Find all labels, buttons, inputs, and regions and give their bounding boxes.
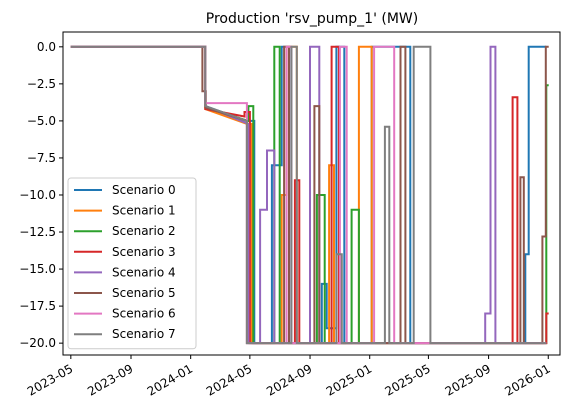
y-tick-label: −17.5 (19, 299, 56, 313)
legend-label-0: Scenario 0 (112, 183, 176, 197)
legend-label-7: Scenario 7 (112, 327, 176, 341)
series-line-7 (70, 45, 547, 345)
legend-label-1: Scenario 1 (112, 204, 176, 218)
y-tick-label: −20.0 (19, 336, 56, 350)
legend-box (67, 177, 197, 350)
legend-label-6: Scenario 6 (112, 307, 176, 321)
y-tick-label: −7.5 (27, 151, 56, 165)
y-axis: 0.0 −2.5 −5.0 −7.5 −10.0 −12.5 −15.0 −17.5 −20.0 (19, 40, 63, 350)
y-tick-label: −2.5 (27, 77, 56, 91)
y-tick-label: −5.0 (27, 114, 56, 128)
series-layer (70, 45, 549, 345)
plot-frame (62, 31, 561, 356)
legend-label-3: Scenario 3 (112, 245, 176, 259)
y-tick-label: −15.0 (19, 262, 56, 276)
legend-label-2: Scenario 2 (112, 224, 176, 238)
y-tick-label: 0.0 (37, 40, 56, 54)
legend-label-5: Scenario 5 (112, 286, 176, 300)
legend-label-4: Scenario 4 (112, 265, 176, 279)
legend: Scenario 0 Scenario 1 Scenario 2 Scenario 3… (67, 177, 197, 350)
y-tick-label: −12.5 (19, 225, 56, 239)
chart-title: Production 'rsv_pump_1' (MW) (206, 11, 418, 27)
y-tick-label: −10.0 (19, 188, 56, 202)
